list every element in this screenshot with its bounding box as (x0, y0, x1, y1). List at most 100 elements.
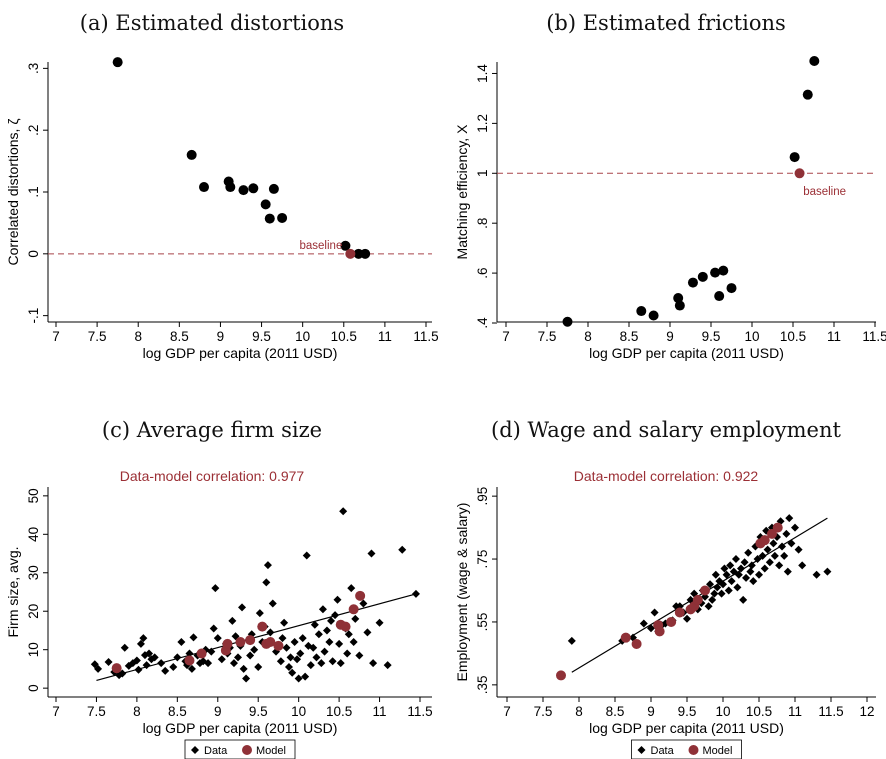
data-point-c (280, 618, 289, 627)
data-point-c (336, 659, 345, 668)
y-tick-label-b: .4 (475, 317, 490, 329)
data-point-c (228, 616, 237, 625)
data-point-c (317, 659, 326, 668)
x-tick-label-d: 7.5 (534, 704, 553, 719)
estimate-point-a (225, 182, 236, 193)
y-tick-label-a: -.1 (26, 308, 41, 324)
data-point-d (710, 589, 719, 598)
data-point-d (791, 523, 799, 532)
y-tick-label-a: .1 (26, 186, 41, 197)
data-point-c (375, 618, 384, 627)
y-axis-title-b: Matching efficiency, X (454, 124, 470, 260)
data-point-c (309, 643, 318, 652)
data-point-d (753, 555, 762, 564)
estimate-point-b (648, 310, 659, 321)
x-tick-label-a: 11.5 (413, 329, 438, 344)
data-point-c (173, 653, 182, 662)
data-point-c (94, 664, 103, 673)
y-axis-title-a: Correlated distortions, ζ (5, 118, 21, 265)
data-point-c (207, 647, 216, 656)
data-point-c (211, 584, 220, 593)
x-tick-label-c: 11.5 (407, 704, 432, 719)
estimate-point-a (248, 183, 259, 194)
y-tick-label-c: 10 (26, 642, 41, 657)
x-tick-label-d: 7 (503, 704, 511, 719)
y-tick-label-c: 40 (26, 527, 41, 542)
model-point-c (257, 621, 268, 632)
y-tick-label-d: .75 (475, 550, 490, 569)
estimate-point-b (697, 271, 708, 282)
data-point-c (339, 507, 348, 516)
x-tick-label-c: 11 (373, 704, 387, 719)
data-point-c (134, 665, 143, 674)
data-point-d (812, 570, 821, 579)
model-point-d (692, 594, 703, 605)
estimate-point-b (726, 283, 737, 294)
data-point-d (719, 580, 727, 589)
data-point-c (104, 658, 113, 666)
data-point-c (120, 643, 129, 652)
data-point-c (344, 630, 353, 639)
x-tick-label-b: 8 (584, 329, 592, 344)
data-point-c (276, 657, 285, 666)
data-point-d (763, 545, 772, 554)
data-point-d (785, 514, 794, 523)
x-tick-label-b: 7.5 (538, 329, 557, 344)
x-tick-label-a: 10.5 (331, 329, 357, 344)
data-point-c (250, 645, 259, 654)
data-point-c (177, 638, 186, 646)
data-point-c (161, 666, 170, 675)
model-point-d (700, 585, 710, 596)
data-point-c (383, 661, 392, 670)
estimate-point-b (714, 291, 725, 302)
x-axis-title-a: log GDP per capita (2011 USD) (143, 345, 338, 361)
data-point-c (294, 674, 303, 683)
model-point-d (631, 638, 642, 649)
panel-c: (c) Average firm size Data-model correlat… (5, 418, 433, 759)
data-point-c (284, 663, 293, 671)
data-point-c (169, 663, 178, 671)
x-tick-label-a: 10 (295, 329, 310, 344)
model-point-d (772, 522, 783, 533)
estimate-point-b (789, 152, 800, 163)
data-point-c (145, 649, 154, 658)
y-axis-title-c: Firm size, avg. (5, 546, 21, 637)
model-point-d (556, 670, 566, 681)
data-point-c (347, 584, 356, 593)
x-tick-label-b: 8.5 (620, 329, 639, 344)
y-tick-label-b: 1 (475, 170, 490, 178)
data-point-c (282, 643, 291, 652)
data-point-c (213, 634, 222, 643)
estimate-point-b (636, 306, 647, 317)
data-point-d (717, 589, 726, 598)
data-point-c (157, 659, 166, 668)
data-point-d (740, 558, 749, 567)
data-point-d (567, 636, 576, 645)
model-point-c (235, 637, 246, 647)
x-tick-label-c: 7 (52, 704, 60, 719)
baseline-label-b: baseline (803, 186, 846, 198)
data-point-c (187, 664, 196, 673)
data-point-c (351, 614, 360, 623)
data-point-c (331, 611, 340, 620)
legend-data-marker-d (637, 746, 646, 754)
data-point-c (335, 639, 344, 648)
legend-data-label-c: Data (204, 745, 228, 757)
data-point-c (322, 626, 331, 635)
model-point-c (111, 663, 122, 674)
estimate-point-b (718, 265, 729, 276)
legend-model-marker-c (242, 745, 252, 755)
y-tick-label-d: .95 (475, 487, 490, 506)
y-tick-label-c: 30 (26, 565, 41, 580)
x-tick-label-a: 9.5 (252, 329, 271, 344)
data-point-d (726, 561, 735, 570)
data-point-c (139, 634, 148, 643)
panel-title-b: (b) Estimated frictions (546, 11, 786, 35)
model-point-c (245, 635, 256, 646)
data-point-d (704, 602, 713, 611)
x-tick-label-d: 9 (647, 704, 655, 719)
data-point-c (355, 651, 364, 660)
y-axis-title-d: Employment (wage & salary) (454, 503, 470, 682)
data-point-d (760, 564, 769, 573)
